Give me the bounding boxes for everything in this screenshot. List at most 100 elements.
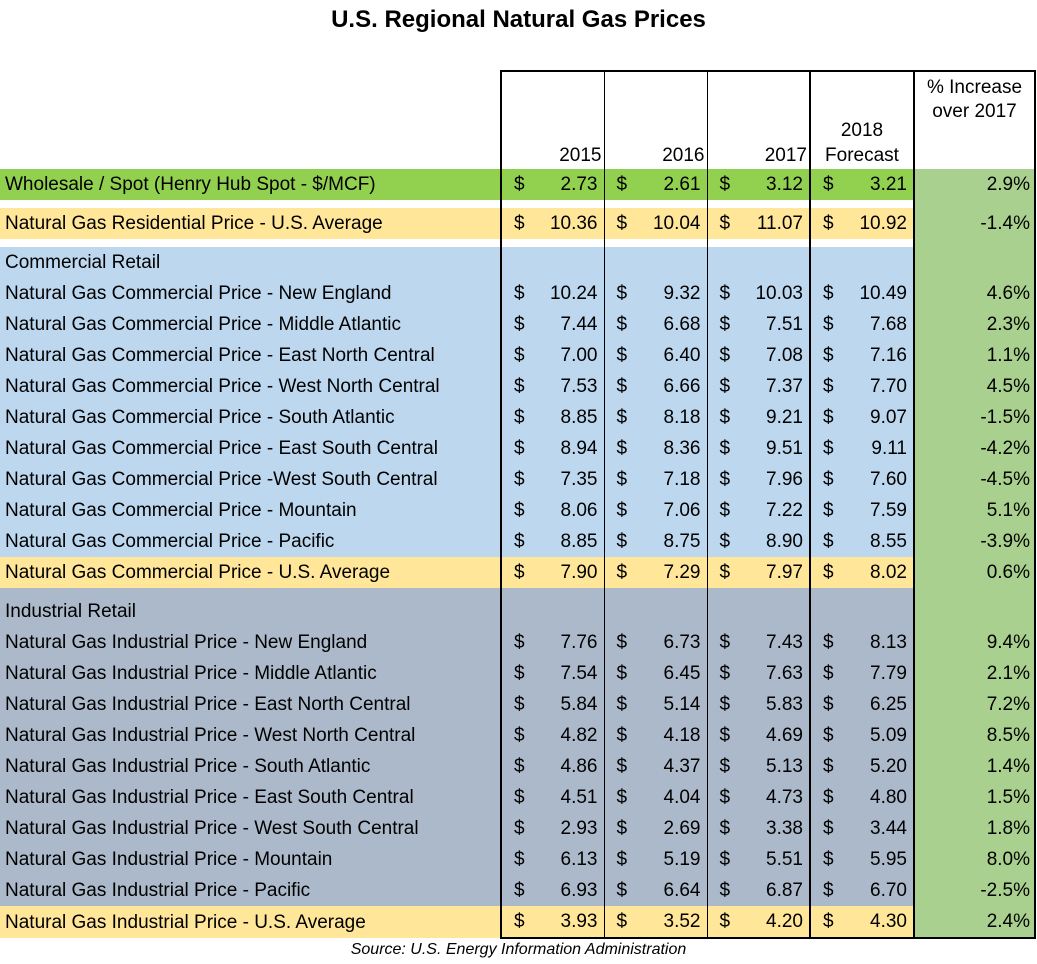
value-cell-2016: $6.73 bbox=[603, 627, 707, 658]
value-text: 5.20 bbox=[870, 756, 907, 777]
value-cell-2015: $5.84 bbox=[500, 689, 604, 720]
row-label: Natural Gas Industrial Price - West Sout… bbox=[0, 813, 501, 844]
value-text: 7.70 bbox=[870, 376, 907, 397]
value-text: 5.83 bbox=[766, 694, 803, 715]
row-label: Natural Gas Industrial Price - East Sout… bbox=[0, 782, 501, 813]
currency-symbol: $ bbox=[616, 880, 628, 901]
currency-symbol: $ bbox=[823, 880, 834, 901]
table-row: Natural Gas Commercial Price - Pacific $8… bbox=[0, 526, 1036, 557]
value-text: 7.97 bbox=[766, 562, 803, 583]
pct-increase-cell: 9.4% bbox=[913, 627, 1036, 658]
value-cell-2015: $7.76 bbox=[500, 627, 604, 658]
value-text: 7.96 bbox=[766, 469, 803, 490]
pct-increase-cell: 4.6% bbox=[913, 278, 1036, 309]
value-text: 4.20 bbox=[766, 911, 803, 932]
table-row: Natural Gas Residential Price - U.S. Ave… bbox=[0, 208, 1036, 239]
currency-symbol: $ bbox=[616, 849, 628, 870]
value-cell-2018: $6.70 bbox=[809, 875, 914, 906]
spacer-cell bbox=[0, 200, 501, 208]
currency-symbol: $ bbox=[823, 407, 834, 428]
value-text: 9.11 bbox=[871, 438, 907, 459]
pct-increase-cell: 2.1% bbox=[913, 658, 1036, 689]
currency-symbol: $ bbox=[514, 756, 525, 777]
value-cell-2018: $5.09 bbox=[809, 720, 914, 751]
value-text: 8.94 bbox=[560, 438, 598, 459]
value-text: 4.30 bbox=[870, 911, 907, 932]
currency-symbol: $ bbox=[823, 376, 834, 397]
row-label: Natural Gas Commercial Price - South Atl… bbox=[0, 402, 501, 433]
currency-symbol: $ bbox=[514, 376, 525, 397]
currency-symbol: $ bbox=[719, 174, 731, 195]
spacer-cell bbox=[706, 588, 810, 596]
currency-symbol: $ bbox=[823, 756, 834, 777]
table-row: Natural Gas Industrial Price - Pacific $6… bbox=[0, 875, 1036, 906]
currency-symbol: $ bbox=[514, 469, 525, 490]
value-cell-2017: $10.03 bbox=[706, 278, 810, 309]
value-text: 5.84 bbox=[560, 694, 598, 715]
pct-increase-cell: -3.9% bbox=[913, 526, 1036, 557]
value-text: 10.49 bbox=[859, 283, 907, 304]
row-label: Natural Gas Commercial Price - West Nort… bbox=[0, 371, 501, 402]
currency-symbol: $ bbox=[719, 376, 731, 397]
spacer-cell bbox=[913, 200, 1036, 208]
value-text: 8.85 bbox=[560, 407, 598, 428]
currency-symbol: $ bbox=[514, 880, 525, 901]
pct-increase-cell bbox=[913, 596, 1036, 627]
row-label: Natural Gas Commercial Price - Middle At… bbox=[0, 309, 501, 340]
value-cell-2016: $6.40 bbox=[603, 340, 707, 371]
currency-symbol: $ bbox=[823, 632, 834, 653]
value-text: 7.35 bbox=[560, 469, 598, 490]
value-cell-2016: $7.18 bbox=[603, 464, 707, 495]
value-cell-2016: $4.04 bbox=[603, 782, 707, 813]
value-cell-2018: $7.79 bbox=[809, 658, 914, 689]
value-cell-2017 bbox=[706, 596, 810, 627]
value-text: 8.55 bbox=[870, 531, 907, 552]
currency-symbol: $ bbox=[514, 818, 525, 839]
value-cell-2015: $2.93 bbox=[500, 813, 604, 844]
currency-symbol: $ bbox=[514, 407, 525, 428]
value-cell-2017: $7.22 bbox=[706, 495, 810, 526]
currency-symbol: $ bbox=[616, 469, 628, 490]
currency-symbol: $ bbox=[823, 725, 834, 746]
value-cell-2015 bbox=[500, 596, 604, 627]
table-row: Natural Gas Industrial Price - South Atl… bbox=[0, 751, 1036, 782]
currency-symbol: $ bbox=[616, 756, 628, 777]
pct-increase-cell: 8.5% bbox=[913, 720, 1036, 751]
value-cell-2015: $10.36 bbox=[500, 208, 604, 239]
pct-increase-cell: -4.5% bbox=[913, 464, 1036, 495]
spacer-cell bbox=[913, 239, 1036, 247]
currency-symbol: $ bbox=[823, 469, 834, 490]
value-text: 4.04 bbox=[663, 787, 701, 808]
value-cell-2015: $7.53 bbox=[500, 371, 604, 402]
value-text: 3.12 bbox=[766, 174, 803, 195]
value-cell-2016 bbox=[603, 596, 707, 627]
section-header-row: Industrial Retail bbox=[0, 596, 1036, 627]
col-header-2016: 2016 bbox=[603, 70, 707, 169]
value-text: 11.07 bbox=[756, 213, 803, 234]
pct-increase-cell: 1.5% bbox=[913, 782, 1036, 813]
row-label: Natural Gas Industrial Price - Pacific bbox=[0, 875, 501, 906]
currency-symbol: $ bbox=[514, 438, 525, 459]
value-text: 10.03 bbox=[755, 283, 803, 304]
currency-symbol: $ bbox=[616, 531, 628, 552]
currency-symbol: $ bbox=[719, 283, 731, 304]
value-cell-2017: $7.08 bbox=[706, 340, 810, 371]
value-text: 4.69 bbox=[766, 725, 803, 746]
row-label: Natural Gas Industrial Price - West Nort… bbox=[0, 720, 501, 751]
spacer-cell bbox=[603, 200, 707, 208]
table-row: Natural Gas Commercial Price - U.S. Aver… bbox=[0, 557, 1036, 588]
row-label: Natural Gas Residential Price - U.S. Ave… bbox=[0, 208, 501, 239]
col-header-2015: 2015 bbox=[500, 70, 604, 169]
value-text: 8.36 bbox=[663, 438, 701, 459]
currency-symbol: $ bbox=[719, 880, 731, 901]
value-text: 5.14 bbox=[663, 694, 701, 715]
table-body: 2015 2016 2017 2018 Forecast % Increase … bbox=[0, 70, 1036, 939]
pct-increase-cell: 1.1% bbox=[913, 340, 1036, 371]
value-text: 8.13 bbox=[870, 632, 907, 653]
value-text: 3.21 bbox=[870, 174, 907, 195]
spacer-cell bbox=[500, 239, 604, 247]
currency-symbol: $ bbox=[719, 725, 731, 746]
value-cell-2016: $8.36 bbox=[603, 433, 707, 464]
value-cell-2017: $4.20 bbox=[706, 906, 810, 939]
currency-symbol: $ bbox=[823, 345, 834, 366]
